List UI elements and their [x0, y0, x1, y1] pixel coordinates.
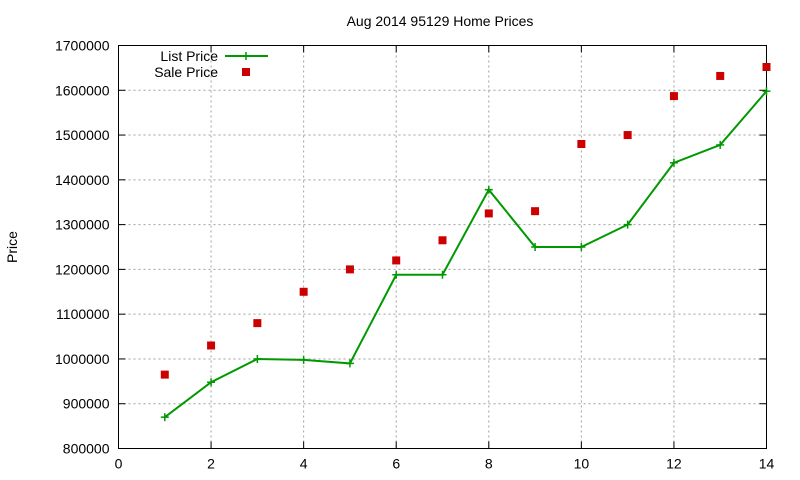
data-point [207, 378, 216, 387]
y-tick-label: 1300000 [55, 217, 110, 233]
y-tick-label: 1400000 [55, 172, 110, 188]
data-point [577, 243, 586, 251]
y-tick-label: 1000000 [55, 351, 110, 367]
data-point [716, 140, 725, 149]
series-line [164, 90, 768, 418]
x-tick-label: 8 [485, 456, 493, 472]
y-tick-label: 900000 [63, 396, 110, 412]
x-tick-label: 6 [392, 456, 400, 472]
data-point [762, 87, 771, 96]
data-point [253, 319, 262, 328]
legend-swatch-marker [242, 68, 250, 76]
data-point [484, 185, 493, 194]
y-axis-label: Price [4, 231, 20, 263]
data-point [299, 355, 308, 364]
data-point [207, 341, 216, 350]
series-list-price [160, 87, 771, 422]
x-tick-label: 10 [574, 456, 590, 472]
series-sale-price [160, 62, 771, 379]
axis-ticks: 0 2 4 6 8 10 12 14 800000 900000 1000000 1100000 120… [55, 38, 775, 472]
data-point [160, 370, 169, 379]
legend-label: List Price [160, 48, 218, 64]
data-point [577, 140, 586, 149]
data-point [669, 92, 678, 101]
chart-title: Aug 2014 95129 Home Prices [347, 13, 534, 29]
plot-frame [118, 45, 767, 449]
series-layer [160, 62, 771, 422]
x-tick-label: 0 [115, 456, 123, 472]
data-point [160, 413, 169, 422]
data-point [716, 71, 725, 80]
data-point [669, 158, 678, 167]
x-tick-label: 14 [759, 456, 775, 472]
data-point [531, 243, 540, 251]
y-tick-label: 1200000 [55, 261, 110, 277]
data-point [623, 131, 632, 140]
data-point [299, 287, 308, 296]
data-point [438, 236, 447, 245]
x-tick-label: 12 [666, 456, 682, 472]
data-point [392, 270, 401, 279]
data-point [623, 220, 632, 229]
data-point [762, 62, 771, 71]
y-tick-label: 1600000 [55, 82, 110, 98]
grid-lines [118, 45, 767, 449]
legend-swatch-marker [242, 52, 250, 60]
x-tick-label: 2 [207, 456, 215, 472]
data-point [345, 359, 354, 368]
legend-label: Sale Price [154, 64, 218, 80]
data-point [438, 270, 447, 279]
data-point [531, 207, 540, 216]
data-point [392, 256, 401, 265]
y-tick-label: 1500000 [55, 127, 110, 143]
y-tick-label: 1700000 [55, 38, 110, 54]
y-tick-label: 800000 [63, 441, 110, 457]
y-tick-label: 1100000 [56, 306, 110, 322]
x-tick-label: 4 [300, 456, 308, 472]
data-point [345, 265, 354, 274]
data-point [484, 209, 493, 218]
data-point [253, 354, 262, 363]
